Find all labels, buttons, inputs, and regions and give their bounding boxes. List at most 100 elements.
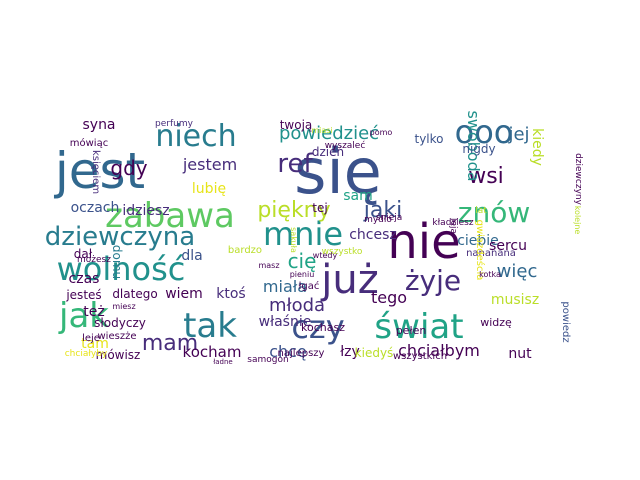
word-cloud-word: wieszże (98, 331, 137, 342)
word-cloud-word: łgać (299, 280, 320, 292)
word-cloud-word: pomo (370, 128, 393, 137)
word-cloud-word: już (320, 257, 378, 303)
word-cloud-word: mnie (263, 215, 343, 253)
word-cloud-word: ktoś (216, 286, 245, 302)
word-cloud-word: wsi (468, 164, 504, 189)
word-cloud-word: gdy (110, 156, 147, 180)
word-cloud-word: samogon (247, 355, 288, 365)
word-cloud-word: jej (507, 124, 529, 145)
word-cloud-word: chciałbym (398, 341, 480, 360)
word-cloud-word: wiem (165, 286, 203, 302)
word-cloud-word: więc (497, 261, 538, 282)
word-cloud-word: chciałyby (65, 349, 108, 359)
word-cloud-word: jaki (363, 198, 402, 223)
word-cloud-word: jest (54, 142, 145, 200)
word-cloud-word: dzień (312, 145, 344, 159)
word-cloud-word: słodyczy (94, 316, 146, 330)
word-cloud-word: powiedz (560, 301, 571, 342)
word-cloud-word: jestem (182, 155, 237, 174)
word-cloud-word: tam (81, 336, 109, 352)
word-cloud-word: chcesz (349, 227, 397, 243)
word-cloud-word: zabawa (105, 196, 235, 236)
word-cloud-word: czy (291, 308, 344, 346)
word-cloud-word: twoją (280, 118, 313, 132)
word-cloud-word: sakuła (289, 227, 298, 253)
word-cloud-word: dał (74, 247, 93, 261)
word-cloud-word: gwiazdeścia (474, 220, 486, 281)
word-cloud-word: ładne (213, 358, 232, 366)
word-cloud-word: mówiąc (70, 137, 108, 149)
word-cloud-word: możesz (77, 255, 111, 265)
word-cloud-word: miesz (112, 302, 135, 311)
word-cloud-word: lubię (192, 181, 226, 197)
word-cloud-word: domu (110, 245, 124, 279)
word-cloud-word: musisz (491, 292, 539, 308)
word-cloud-word: kochasz (301, 321, 345, 334)
word-cloud-word: kładziesz (432, 218, 473, 228)
word-cloud-word: ciebie (457, 233, 499, 249)
word-cloud-word: jesteś (65, 288, 101, 302)
word-cloud-word: powiedzieć (279, 123, 379, 144)
word-cloud-word: masz (258, 261, 279, 270)
word-cloud-word: wszystko (322, 247, 363, 257)
word-cloud-word: kolejne (573, 206, 582, 235)
word-cloud-word: dziewczyny (573, 153, 583, 206)
word-cloud-word: chcę (269, 342, 307, 361)
word-cloud-word: sam (343, 188, 373, 204)
word-cloud-word: się (294, 135, 382, 208)
word-cloud-word: pełen (396, 324, 427, 337)
word-cloud-word: kiedy (529, 128, 545, 166)
word-cloud-word: młoda (269, 295, 325, 316)
word-cloud-word: wolność (57, 250, 186, 288)
word-cloud-word: śnieja (376, 212, 402, 223)
word-cloud-word: dziewczyna (45, 222, 195, 252)
word-cloud-word: łzy (340, 344, 360, 360)
word-cloud-word: dlatego (112, 287, 157, 301)
word-cloud-word: kotka (479, 270, 501, 279)
word-cloud-word: dla (181, 248, 202, 264)
word-cloud-word: bardzo (228, 245, 262, 256)
word-cloud-word: lat (475, 206, 487, 216)
word-cloud-word: czas (69, 271, 100, 287)
word-cloud-word: oczach (71, 200, 120, 216)
word-cloud-word: znów (458, 196, 530, 229)
word-cloud-word: leje (82, 333, 100, 344)
word-cloud-word: tego (371, 288, 407, 307)
word-cloud-word: wtedy (313, 251, 338, 260)
word-cloud-word: właśnie (259, 314, 312, 330)
word-cloud-word: piękny (257, 198, 330, 223)
word-cloud-word: nigdy (462, 142, 495, 156)
word-cloud-word: nie (387, 214, 460, 270)
word-cloud-word: najlepszy (278, 348, 325, 359)
word-cloud-word: świat (374, 307, 463, 347)
word-cloud-word: pieniu (290, 270, 315, 279)
word-cloud-word: idziesz (122, 203, 169, 219)
word-cloud-word: kiedyś (355, 346, 394, 360)
word-cloud-word: cię (288, 249, 317, 273)
word-cloud-word: kocham (183, 343, 242, 361)
word-cloud-word: też (83, 304, 104, 320)
word-cloud-word: tak (183, 306, 237, 346)
word-cloud-word: żyje (405, 264, 461, 297)
word-cloud-word: miała (263, 277, 307, 296)
word-cloud-word: leją (448, 218, 458, 235)
word-cloud-word: miasi (311, 126, 332, 135)
word-cloud-word: mydło (364, 215, 392, 225)
word-cloud-word: jak (58, 296, 109, 336)
word-cloud-word: wyszaleć (325, 140, 366, 151)
word-cloud-word: mam (142, 331, 198, 356)
word-cloud-word: wszystkich (393, 351, 447, 362)
word-cloud-word: mówisz (96, 348, 141, 362)
word-cloud-word: księciem (90, 150, 101, 194)
word-cloud-word: sercu (489, 238, 527, 254)
word-cloud-word: nananana (466, 248, 516, 259)
word-cloud-word: swoboda (464, 110, 483, 181)
word-cloud-word: tej (312, 201, 327, 215)
word-cloud-word: syna (82, 117, 115, 133)
word-cloud-word: niech (155, 119, 236, 154)
word-cloud-word: perfumy (155, 119, 194, 129)
word-cloud-word: nut (508, 346, 532, 362)
word-cloud-word: ref (277, 149, 313, 179)
